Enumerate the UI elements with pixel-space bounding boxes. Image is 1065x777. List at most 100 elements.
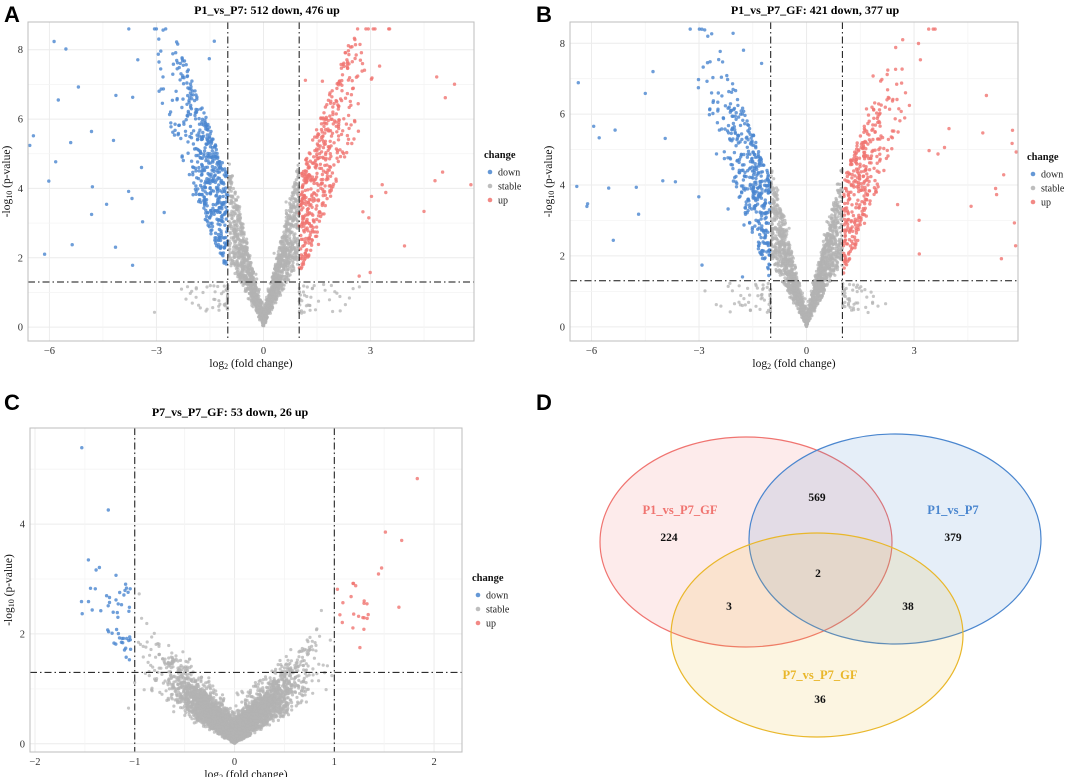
down-point — [585, 204, 589, 209]
stable-point — [296, 242, 300, 246]
down-point — [222, 201, 226, 205]
stable-point — [276, 282, 280, 286]
down-point — [763, 189, 767, 193]
stable-point — [825, 263, 829, 267]
down-point — [187, 100, 191, 105]
stable-point — [798, 302, 802, 306]
stable-point — [785, 253, 789, 257]
stable-point — [808, 317, 812, 321]
stable-point — [197, 303, 201, 307]
stable-point — [229, 212, 233, 216]
stable-point — [253, 283, 257, 287]
down-point — [766, 184, 770, 188]
stable-point — [234, 198, 239, 202]
down-point — [751, 150, 755, 154]
down-point — [219, 180, 223, 184]
down-point — [746, 197, 750, 201]
stable-point — [823, 276, 827, 280]
up-point — [435, 75, 439, 79]
down-point — [194, 184, 198, 188]
up-point — [316, 189, 320, 193]
up-point — [314, 207, 318, 211]
down-point — [218, 210, 222, 214]
stable-point — [245, 241, 249, 245]
stable-point — [310, 286, 315, 290]
stable-point — [281, 268, 285, 273]
stable-point — [357, 285, 361, 289]
up-point — [315, 171, 319, 176]
stable-point — [793, 292, 797, 296]
stable-point — [232, 235, 236, 240]
down-point — [183, 129, 188, 133]
stable-point — [255, 296, 259, 300]
stable-point — [229, 180, 233, 185]
up-point — [342, 117, 346, 121]
up-point — [299, 202, 303, 207]
down-point — [220, 161, 224, 165]
stable-point — [739, 293, 743, 298]
up-point — [306, 255, 310, 259]
up-point — [309, 241, 313, 245]
down-point — [70, 243, 74, 247]
stable-point — [791, 260, 795, 264]
stable-point — [829, 248, 833, 253]
down-point — [707, 113, 712, 117]
down-point — [697, 195, 701, 199]
up-point — [346, 49, 351, 53]
legend-key-stable — [487, 183, 493, 189]
down-point — [171, 130, 175, 134]
up-point — [320, 138, 324, 142]
stable-point — [217, 308, 221, 312]
up-point — [359, 51, 364, 55]
down-point — [739, 132, 744, 136]
stable-point — [783, 269, 787, 274]
up-point — [345, 133, 350, 138]
stable-point — [271, 297, 275, 302]
stable-point — [863, 288, 867, 292]
stable-point — [295, 258, 299, 262]
stable-point — [211, 306, 215, 310]
stable-point — [296, 163, 300, 167]
stable-point — [252, 301, 256, 305]
stable-point — [262, 317, 267, 321]
stable-point — [287, 274, 291, 278]
down-point — [673, 180, 678, 184]
down-point — [740, 112, 745, 116]
stable-point — [302, 310, 306, 314]
down-point — [697, 27, 702, 31]
stable-point — [218, 302, 222, 306]
stable-point — [855, 290, 859, 294]
down-point — [131, 95, 135, 100]
down-point — [733, 114, 737, 118]
stable-point — [282, 265, 286, 269]
down-point — [224, 217, 228, 221]
stable-point — [249, 298, 254, 302]
down-point — [756, 247, 761, 251]
down-point — [217, 183, 221, 187]
up-point — [310, 205, 314, 209]
down-point — [213, 241, 218, 245]
stable-point — [800, 298, 804, 302]
stable-point — [824, 259, 828, 263]
down-point — [215, 187, 219, 191]
down-point — [217, 160, 221, 164]
down-point — [745, 119, 749, 123]
stable-point — [252, 293, 256, 297]
up-point — [318, 166, 322, 170]
down-point — [741, 48, 746, 52]
up-point — [325, 174, 330, 178]
stable-point — [848, 282, 852, 287]
down-point — [760, 256, 765, 261]
down-point — [731, 121, 736, 126]
stable-point — [785, 257, 789, 261]
stable-point — [285, 238, 289, 242]
stable-point — [830, 216, 834, 220]
stable-point — [789, 275, 793, 279]
stable-point — [283, 277, 287, 282]
stable-point — [243, 247, 247, 252]
stable-point — [351, 287, 355, 291]
down-point — [161, 28, 165, 32]
stable-point — [232, 244, 237, 248]
stable-point — [286, 242, 290, 247]
down-point — [731, 166, 735, 171]
